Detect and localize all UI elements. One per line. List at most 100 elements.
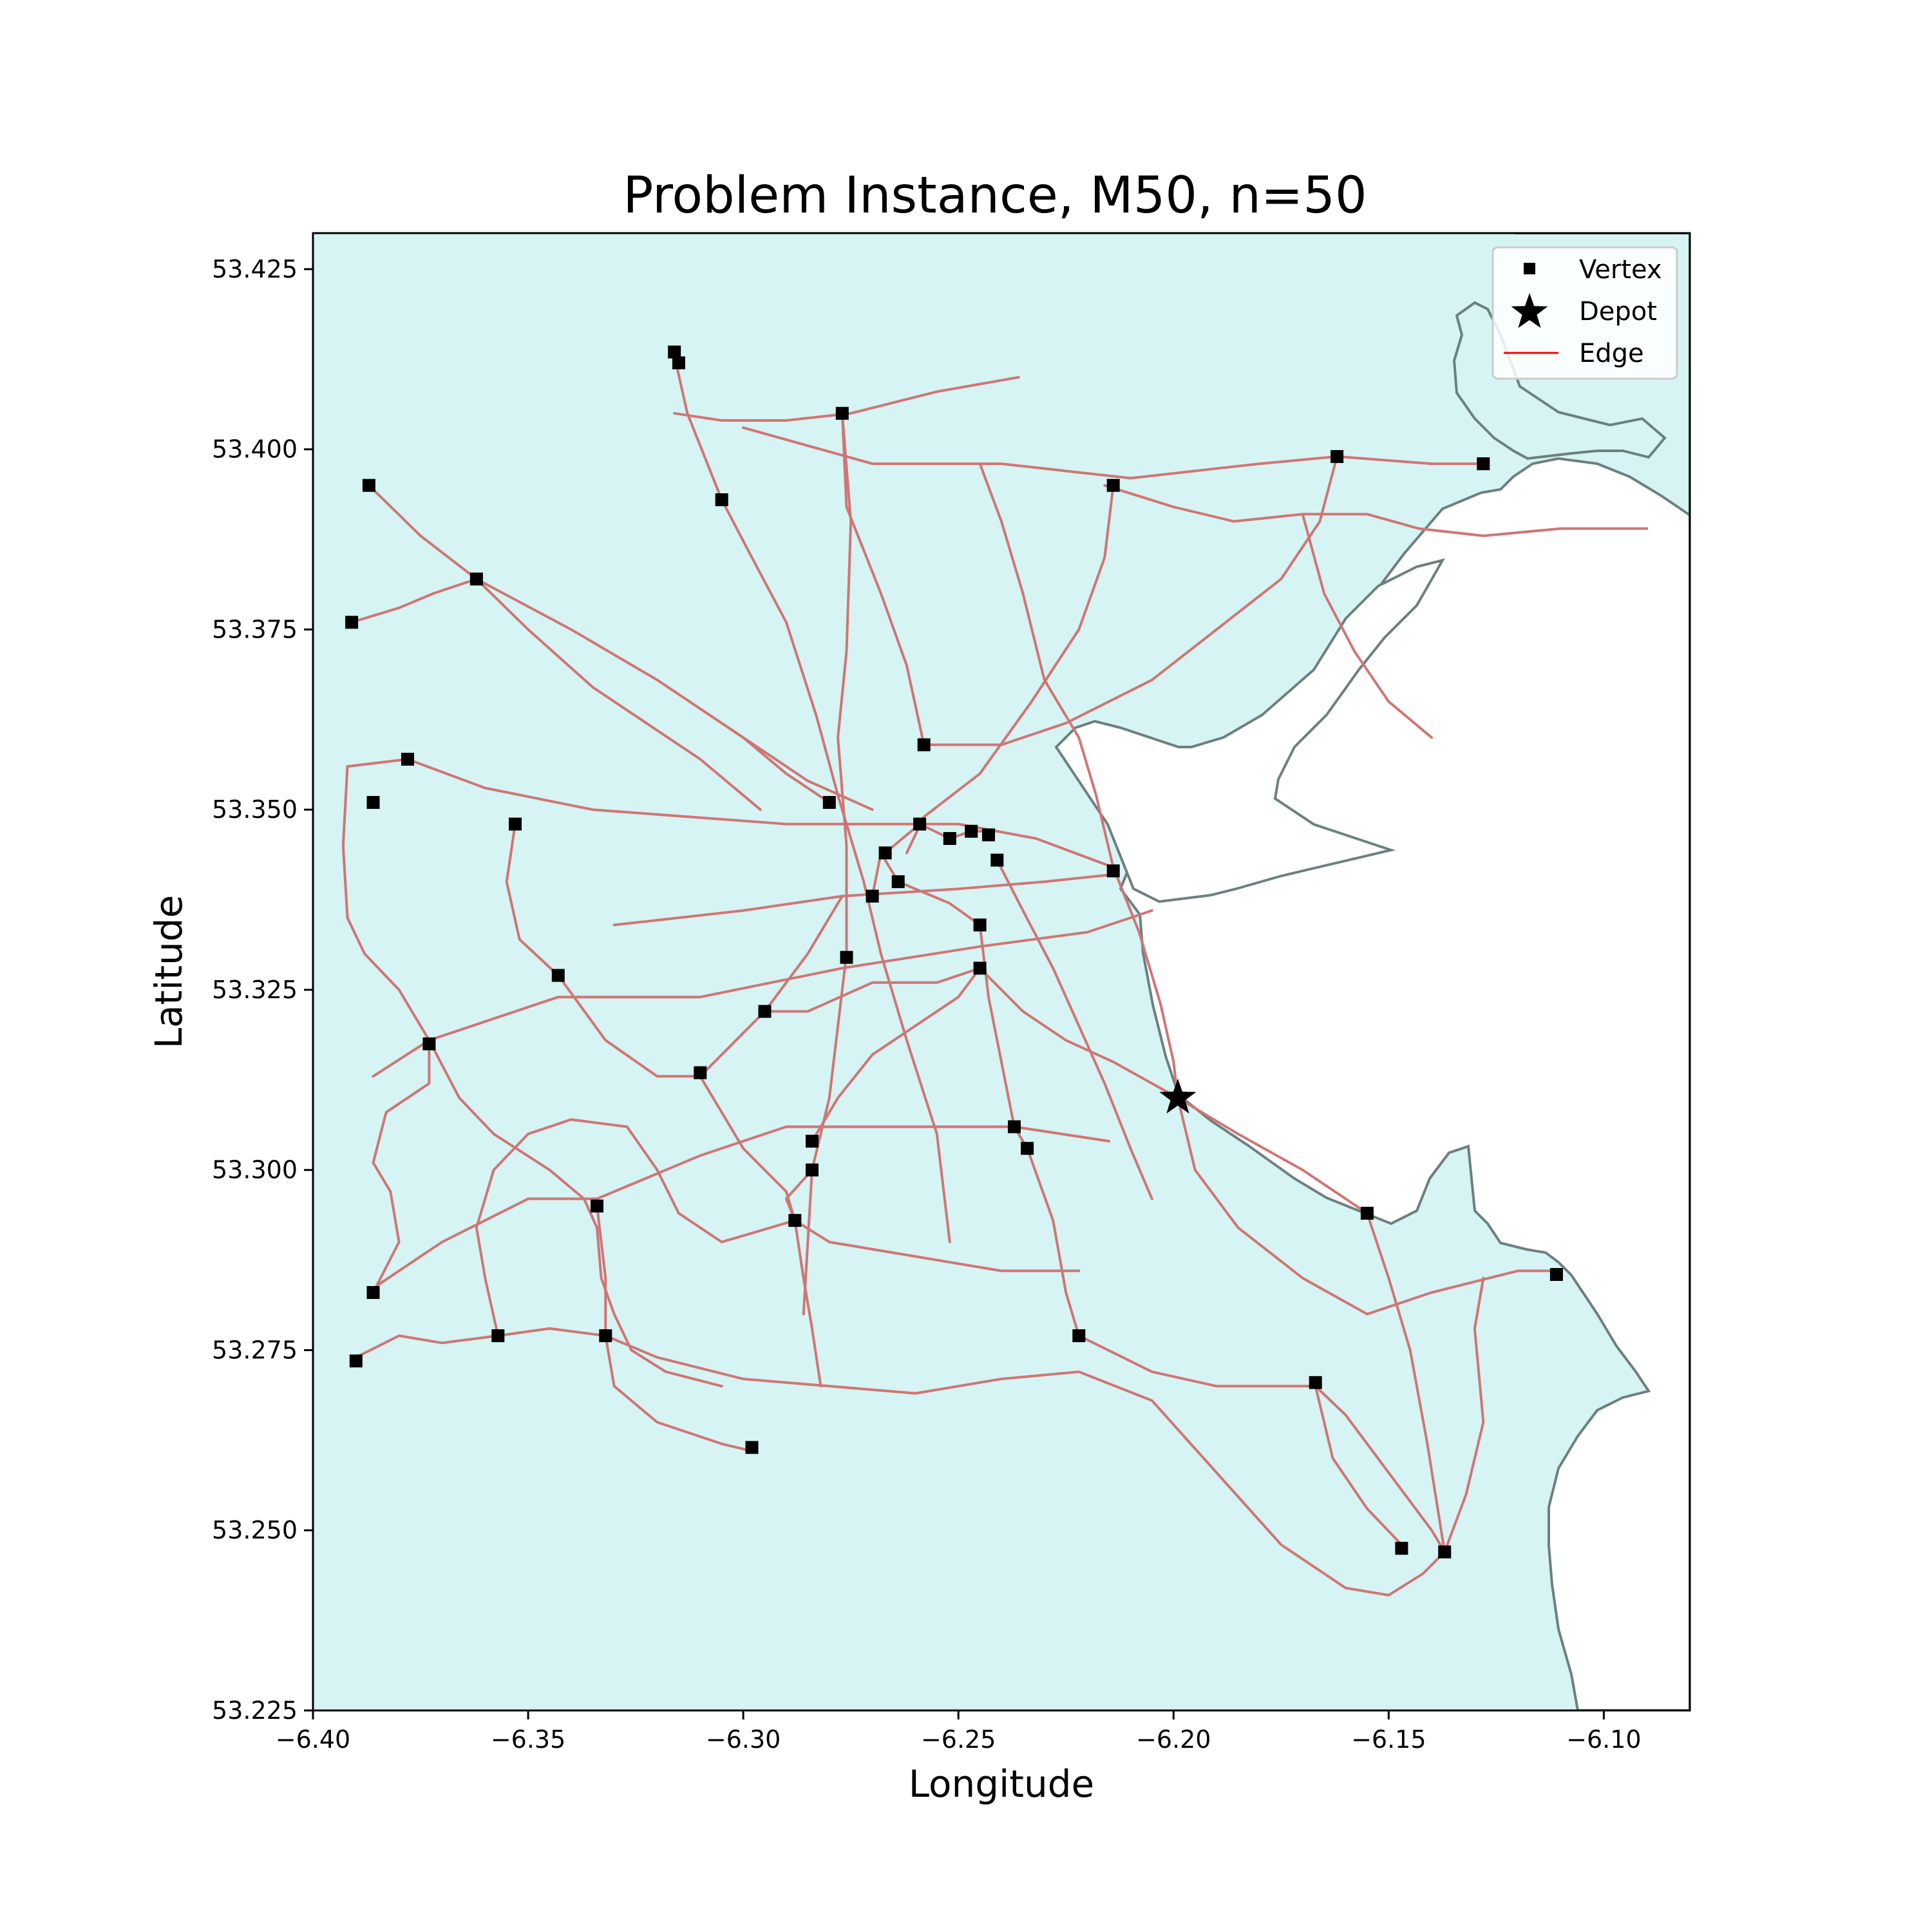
edge xyxy=(596,1204,753,1453)
legend-vertex-label: Vertex xyxy=(1579,255,1662,285)
edge xyxy=(673,354,951,1244)
y-tick-label: 53.350 xyxy=(212,795,298,824)
edge xyxy=(350,578,478,624)
water-area xyxy=(1054,233,1690,1710)
plot-frame xyxy=(312,232,1691,1712)
edge xyxy=(742,426,1485,480)
x-tick-label: −6.20 xyxy=(1136,1725,1211,1754)
vertex-marker xyxy=(973,918,987,932)
y-axis: 53.225 53.250 53.275 53.300 53.325 53.350 53.3… xyxy=(212,255,313,1725)
edge xyxy=(699,707,831,804)
vertex-marker xyxy=(1395,1542,1408,1555)
x-tick-label: −6.10 xyxy=(1566,1725,1641,1754)
vertex-marker xyxy=(715,493,728,506)
vertex-marker xyxy=(668,345,681,359)
vertex-marker xyxy=(913,817,927,831)
vertex-marker xyxy=(362,478,375,492)
vertex-marker xyxy=(422,1037,436,1050)
vertex-marker xyxy=(366,1286,380,1299)
y-tick-label: 53.400 xyxy=(212,435,298,464)
vertex-marker xyxy=(758,1005,772,1018)
vertex-marker xyxy=(840,951,853,964)
y-tick-label: 53.425 xyxy=(212,255,298,283)
edge xyxy=(1112,866,1558,1316)
vertex-marker xyxy=(491,1329,505,1343)
edge xyxy=(376,1125,1110,1287)
vertex-marker xyxy=(917,738,931,752)
x-axis-label: Longitude xyxy=(909,1762,1094,1806)
vertex-marker xyxy=(965,824,978,838)
legend-edge-label: Edge xyxy=(1579,339,1644,368)
vertex-marker xyxy=(1477,457,1490,471)
vertex-marker xyxy=(591,1199,603,1213)
vertex-marker xyxy=(1309,1376,1322,1389)
edge xyxy=(811,967,981,1142)
vertex-marker xyxy=(806,1163,819,1177)
legend: Vertex Depot Edge xyxy=(1492,246,1678,380)
vertex-marker xyxy=(806,1135,819,1148)
edge xyxy=(840,412,925,746)
edge xyxy=(905,484,1115,855)
edge xyxy=(978,462,1115,869)
vertex-marker xyxy=(788,1214,802,1227)
vertex-marker xyxy=(349,1354,363,1368)
x-tick-label: −6.35 xyxy=(491,1725,565,1754)
x-tick-label: −6.40 xyxy=(276,1725,350,1754)
vertex-marker xyxy=(982,828,995,842)
edge xyxy=(699,895,844,1078)
chart-title: Problem Instance, M50, n=50 xyxy=(623,167,1367,225)
y-tick-label: 53.275 xyxy=(212,1336,298,1364)
edge xyxy=(763,967,981,1013)
vertex-marker xyxy=(345,616,359,629)
edge xyxy=(612,873,1115,927)
y-tick-label: 53.375 xyxy=(212,615,298,643)
vertex-marker xyxy=(990,853,1004,867)
legend-depot-label: Depot xyxy=(1579,297,1657,327)
y-tick-label: 53.225 xyxy=(212,1696,298,1725)
edge xyxy=(346,757,1115,869)
vertex-marker xyxy=(878,846,892,860)
edge xyxy=(699,1075,1081,1273)
vertex-marker xyxy=(551,969,565,982)
vertex-marker xyxy=(1008,1120,1021,1133)
depot-marker xyxy=(1159,1078,1197,1114)
edge xyxy=(604,1334,1446,1596)
vertex-marker xyxy=(469,573,483,586)
vertex-marker xyxy=(822,796,836,809)
depot xyxy=(1159,1078,1197,1114)
vertex-marker xyxy=(1021,1142,1034,1155)
edge xyxy=(1301,513,1434,739)
x-tick-label: −6.15 xyxy=(1351,1725,1426,1754)
vertex-marker xyxy=(943,832,956,845)
vertex-marker xyxy=(891,875,905,889)
edge xyxy=(978,923,1081,1338)
x-tick-label: −6.30 xyxy=(706,1725,781,1754)
edge xyxy=(673,375,1020,422)
legend-box xyxy=(1492,246,1678,380)
y-tick-label: 53.325 xyxy=(212,976,298,1004)
edge xyxy=(1103,484,1649,537)
vertex-marker xyxy=(1106,478,1120,492)
edge xyxy=(996,858,1153,1200)
edge xyxy=(341,765,723,1388)
vertex-marker xyxy=(1360,1206,1374,1220)
y-tick-label: 53.300 xyxy=(212,1156,298,1184)
edge xyxy=(372,909,1153,1078)
edge xyxy=(372,1039,431,1294)
edge xyxy=(1176,1096,1368,1215)
edge xyxy=(784,1168,822,1388)
vertex-marker xyxy=(1549,1268,1563,1281)
vertex-marker xyxy=(745,1441,759,1454)
edge xyxy=(367,484,762,811)
x-axis: −6.40 −6.35 −6.30 −6.25 −6.20 −6.15 −6.10 xyxy=(276,1710,1642,1754)
vertex-marker xyxy=(599,1329,612,1343)
vertex-marker xyxy=(672,356,685,370)
vertex-marker xyxy=(1331,450,1344,463)
vertex-marker xyxy=(401,752,414,766)
vertex-marker xyxy=(694,1066,707,1079)
vertex-marker xyxy=(1438,1545,1452,1558)
vertex-marker xyxy=(1072,1329,1086,1343)
vertex-marker xyxy=(866,889,879,903)
vertex-marker xyxy=(366,796,380,809)
